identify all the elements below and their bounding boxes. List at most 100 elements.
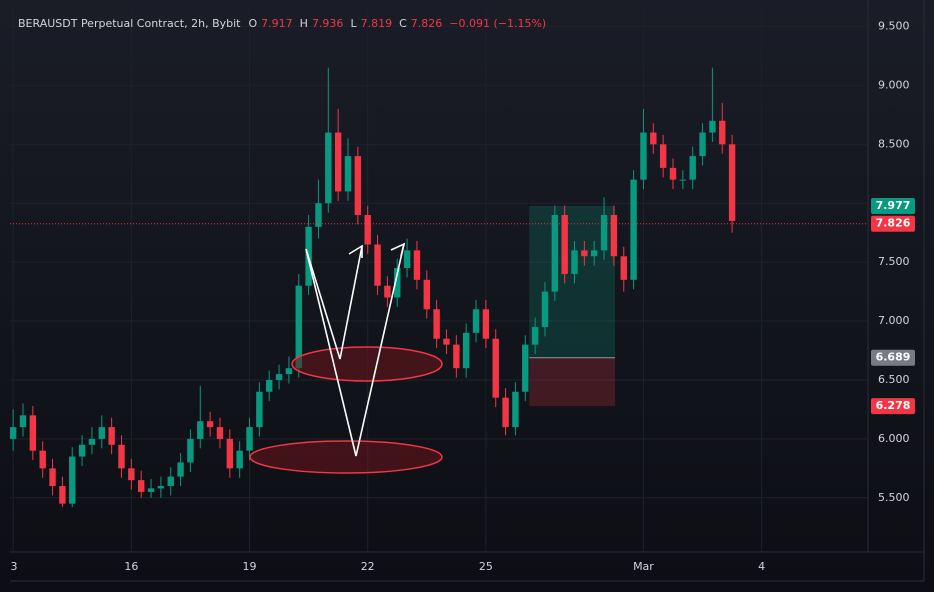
y-tick-label: 9.500 [878,19,910,32]
candle-body [689,156,696,180]
candle-body [531,326,539,345]
position-stop-zone [529,357,616,407]
candle-body [541,291,549,327]
candle-body [551,215,559,292]
y-tick-label: 6.500 [878,373,910,386]
candle-body [600,215,608,251]
x-tick-label: 25 [479,560,493,573]
user-drawings [249,242,443,474]
candle-body [413,250,421,280]
candle-body [295,285,302,369]
candle-body [147,488,155,492]
x-tick-label: 3 [11,560,18,573]
candle-body [581,250,588,257]
y-tick-label: 7.500 [878,255,910,268]
ohlc-value: 7.819 [360,17,393,30]
y-tick-label: 6.000 [878,432,910,445]
candle-body [630,179,637,280]
candle-body [315,203,322,227]
ohlc-key: C [399,17,407,30]
candle-body [482,309,490,339]
candle-body [216,427,224,439]
candle-body [98,427,105,439]
candle-body [512,391,519,428]
price-label: 6.278 [876,399,911,412]
candle-body [453,344,460,369]
ohlc-key: H [299,17,308,30]
candle-body [246,427,253,451]
candle-body [88,438,96,445]
candle-body [650,132,657,145]
candle-body [403,250,411,269]
candle-body [325,132,332,204]
y-tick-label: 7.000 [878,314,910,327]
candle-body [620,256,627,280]
ellipse-zone [291,346,443,382]
ohlc-value: 7.826 [410,17,443,30]
candle-body [256,391,263,428]
candle-body [679,179,687,181]
zigzag-drawing [305,243,405,457]
candle-body [561,215,568,274]
candle-body [226,438,234,469]
candle-body [610,215,618,257]
candle-body [177,462,184,477]
candle-body [423,279,430,310]
candle-body [709,120,716,133]
candle-body [669,167,677,180]
change-value: −0.091 (−1.15%) [449,17,547,30]
ohlc-key: O [248,17,258,30]
candle-body [236,450,243,469]
x-tick-label: 4 [758,560,765,573]
candle-body [275,374,283,380]
candle-body [197,421,204,439]
candle-body [462,332,470,369]
candle-body [69,456,76,504]
candle-body [285,368,293,375]
candle-body [167,476,174,487]
candle-body [118,444,125,469]
y-tick-label: 5.500 [878,491,910,504]
candle-body [187,438,194,463]
candle-body [137,480,145,492]
candle-body [571,250,578,274]
ohlc-value: 7.917 [261,17,293,30]
candle-body [433,309,440,339]
candle-body [699,132,706,157]
candle-body [354,156,362,216]
x-tick-label: 16 [124,560,138,573]
candle-body [9,427,17,439]
candle-body [443,338,450,345]
candle-body [728,144,736,221]
price-label: 7.977 [876,199,911,212]
candle-body [640,132,647,180]
ohlc-value: 7.936 [311,17,344,30]
candle-body [384,285,391,298]
candle-body [128,468,135,481]
ellipse-zone [249,440,443,474]
legend-header: BERAUSDT Perpetual Contract, 2h, Bybit O… [18,17,549,30]
candle-body [266,379,273,392]
price-label-bg [871,197,915,214]
arrow-head [348,244,363,258]
candle-body [364,215,371,245]
candle-body [39,450,46,469]
candle-body [492,338,499,398]
price-label: 6.689 [876,351,911,364]
candle-body [344,156,352,192]
candle-body [394,268,401,298]
price-label-bg [871,349,915,366]
candle-body [502,397,509,428]
candle-body [157,486,165,489]
x-tick-label: 22 [361,560,375,573]
candle-body [374,244,381,286]
symbol-text: BERAUSDT Perpetual Contract, 2h, Bybit [18,17,241,30]
price-label: 7.826 [876,217,911,230]
candle-body [334,132,342,192]
candle-body [472,309,480,333]
candle-body [206,421,214,428]
candle-body [19,415,27,428]
